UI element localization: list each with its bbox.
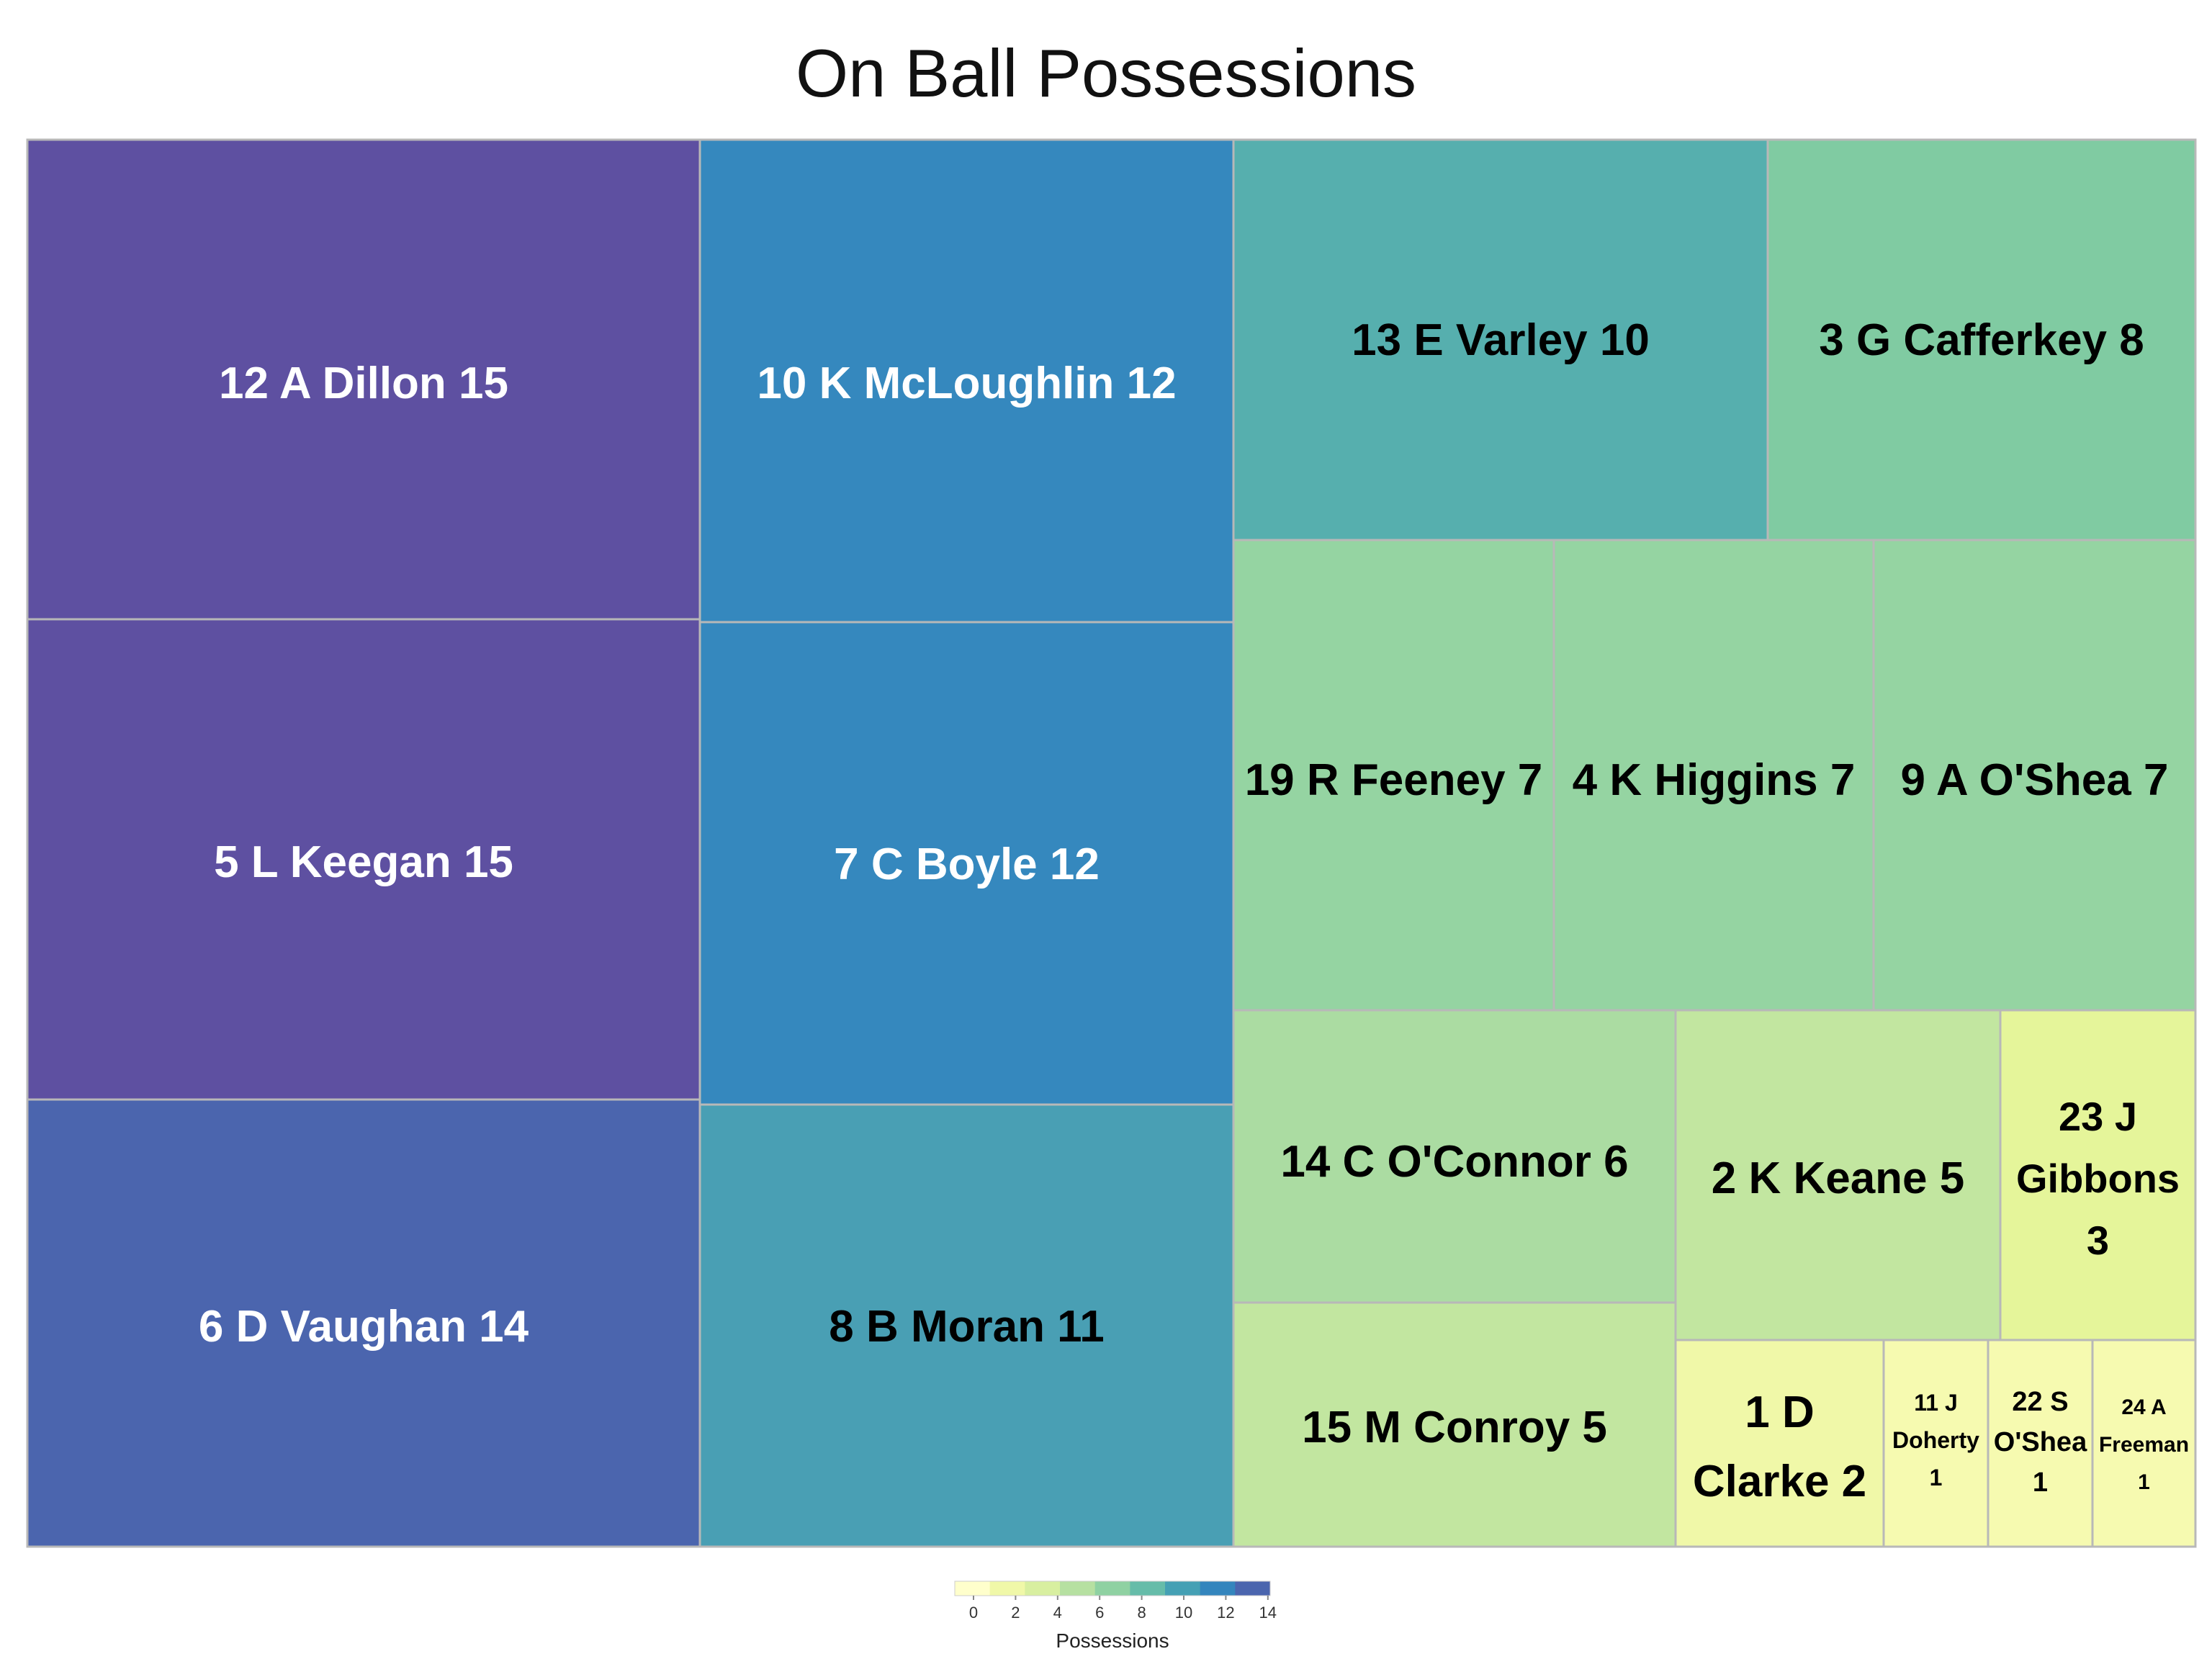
legend-tick-label: 14 xyxy=(1259,1604,1277,1622)
legend-tick-label: 2 xyxy=(1011,1604,1020,1622)
tile-3-g-cafferkey-8 xyxy=(1766,138,2197,541)
color-legend: 0 2 4 6 8 10 12 14 Possessions xyxy=(954,1581,1277,1652)
tile-label-6-d-vaughan-14: 6 D Vaughan 14 xyxy=(199,1302,529,1352)
legend-border xyxy=(954,1581,1271,1596)
tile-label-1-d-clarke-2: 1 D Clarke 2 xyxy=(1693,1388,1866,1506)
tile-14-c-o-connor-6 xyxy=(1232,1009,1677,1304)
tile-24-a-freeman-1 xyxy=(2091,1339,2197,1548)
legend-swatch xyxy=(1200,1581,1236,1596)
tile-2-k-keane-5 xyxy=(1674,1009,2002,1341)
tile-label-9-a-o-shea-7: 9 A O'Shea 7 xyxy=(1901,755,2169,805)
tile-label-11-j-doherty-1: 11 J Doherty 1 xyxy=(1892,1390,1979,1491)
tile-12-a-dillon-15 xyxy=(26,138,701,621)
legend-swatch xyxy=(1025,1581,1061,1596)
legend-tick-label: 0 xyxy=(969,1604,978,1622)
tile-label-2-k-keane-5: 2 K Keane 5 xyxy=(1712,1154,1965,1203)
legend-swatch xyxy=(1060,1581,1096,1596)
legend-title: Possessions xyxy=(1056,1629,1169,1652)
tile-19-r-feeney-7 xyxy=(1232,539,1555,1012)
tile-11-j-doherty-1 xyxy=(1882,1339,1990,1548)
tile-label-22-s-o-shea-1: 22 S O'Shea 1 xyxy=(1994,1387,2087,1498)
tile-label-4-k-higgins-7: 4 K Higgins 7 xyxy=(1573,755,1856,805)
tile-4-k-higgins-7 xyxy=(1552,539,1875,1012)
chart-title: On Ball Possessions xyxy=(795,35,1417,111)
tile-label-10-k-mcloughlin-12: 10 K McLoughlin 12 xyxy=(757,359,1176,408)
legend-tick-label: 10 xyxy=(1175,1604,1192,1622)
tile-6-d-vaughan-14 xyxy=(26,1098,701,1548)
tile-label-23-j-gibbons-3: 23 J Gibbons 3 xyxy=(2016,1094,2180,1263)
tile-1-d-clarke-2 xyxy=(1674,1339,1885,1548)
tile-label-13-e-varley-10: 13 E Varley 10 xyxy=(1352,315,1650,365)
tile-22-s-o-shea-1 xyxy=(1987,1339,2094,1548)
tile-label-12-a-dillon-15: 12 A Dillon 15 xyxy=(219,359,508,408)
tile-13-e-varley-10 xyxy=(1232,138,1769,541)
tile-23-j-gibbons-3 xyxy=(1999,1009,2197,1341)
legend-tick-label: 4 xyxy=(1053,1604,1062,1622)
legend-tick-label: 6 xyxy=(1095,1604,1104,1622)
tile-10-k-mcloughlin-12 xyxy=(698,138,1235,624)
legend-swatch xyxy=(1094,1581,1130,1596)
legend-swatch xyxy=(989,1581,1025,1596)
tile-label-8-b-moran-11: 8 B Moran 11 xyxy=(829,1302,1104,1352)
tile-label-15-m-conroy-5: 15 M Conroy 5 xyxy=(1302,1403,1607,1452)
tile-label-14-c-o-connor-6: 14 C O'Connor 6 xyxy=(1280,1137,1628,1187)
legend-swatch xyxy=(1235,1581,1271,1596)
legend-tick-label: 12 xyxy=(1217,1604,1234,1622)
legend-swatch xyxy=(1130,1581,1166,1596)
legend-swatch xyxy=(955,1581,991,1596)
tile-label-7-c-boyle-12: 7 C Boyle 12 xyxy=(834,840,1100,889)
tile-5-l-keegan-15 xyxy=(26,618,701,1101)
tile-15-m-conroy-5 xyxy=(1232,1301,1677,1548)
tile-label-19-r-feeney-7: 19 R Feeney 7 xyxy=(1245,755,1543,805)
legend-tick-label: 8 xyxy=(1137,1604,1146,1622)
tile-label-5-l-keegan-15: 5 L Keegan 15 xyxy=(214,837,513,887)
legend-swatch xyxy=(1165,1581,1201,1596)
tile-label-3-g-cafferkey-8: 3 G Cafferkey 8 xyxy=(1819,315,2144,365)
tile-label-24-a-freeman-1: 24 A Freeman 1 xyxy=(2099,1395,2189,1494)
tile-8-b-moran-11 xyxy=(698,1103,1235,1548)
